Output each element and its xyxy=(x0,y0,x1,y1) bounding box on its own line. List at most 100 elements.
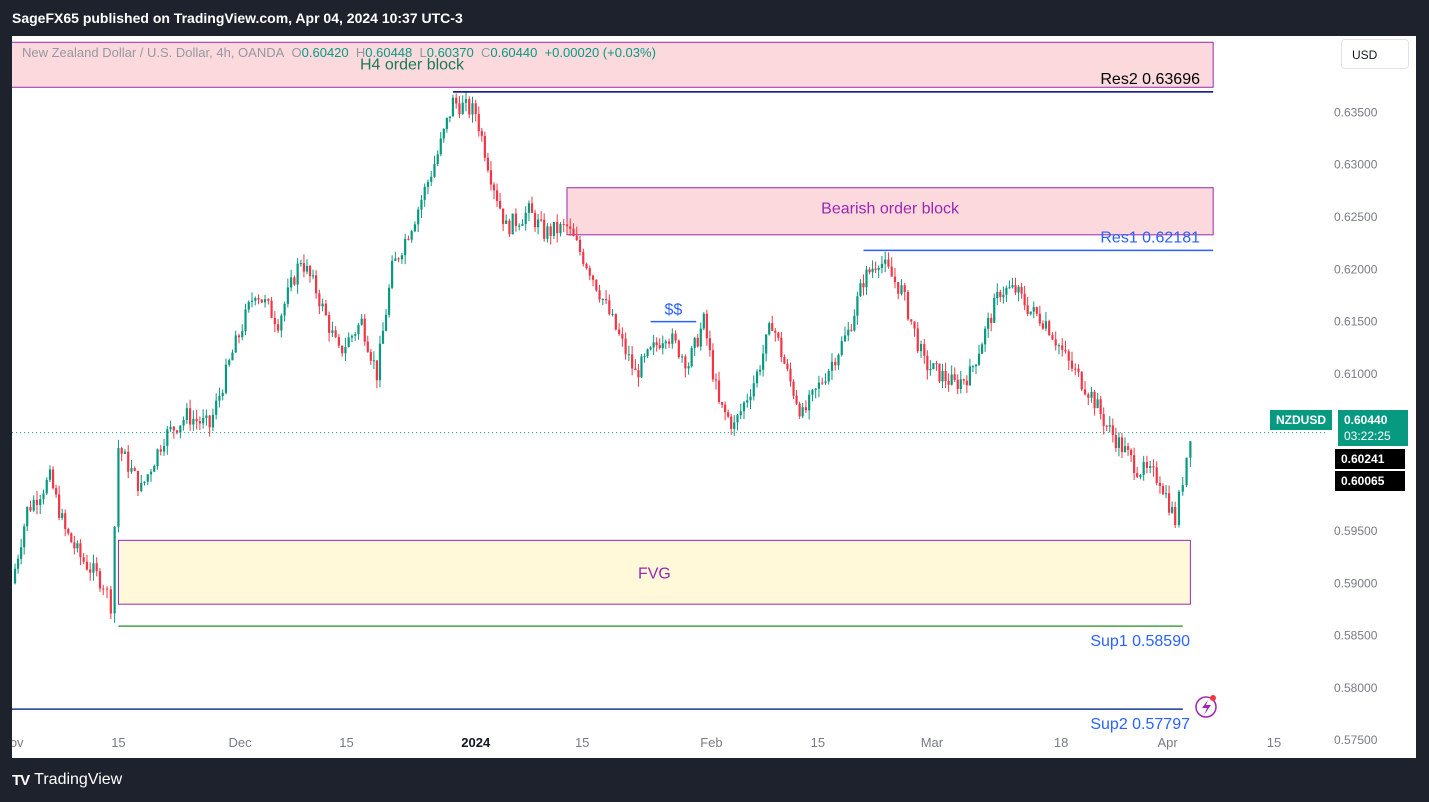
candle-body xyxy=(859,283,862,297)
candle-body xyxy=(375,360,379,381)
candle-body xyxy=(758,369,762,372)
candle-body xyxy=(79,543,82,558)
candle-body xyxy=(321,303,324,307)
candle-body xyxy=(23,526,26,548)
candle-body xyxy=(324,303,327,316)
candle-body xyxy=(853,315,856,331)
candle-body xyxy=(938,363,941,382)
candle-body xyxy=(727,412,730,417)
candle-body xyxy=(273,317,276,325)
candle-body xyxy=(1177,491,1181,526)
candle-body xyxy=(771,323,774,331)
candle-body xyxy=(369,351,372,361)
publish-header: SageFX65 published on TradingView.com, A… xyxy=(0,0,1429,36)
candle-body xyxy=(195,418,198,422)
footer: TV TradingView xyxy=(0,758,1429,802)
candle-body xyxy=(1099,399,1102,415)
candle-body xyxy=(578,240,582,252)
candle-body xyxy=(1185,457,1188,486)
candle-body xyxy=(143,481,146,483)
candle-body xyxy=(533,212,537,228)
candle-body xyxy=(1145,462,1149,468)
candle-body xyxy=(843,335,847,342)
candle-body xyxy=(830,361,834,371)
candle-body xyxy=(792,381,795,396)
candle-body xyxy=(254,298,257,301)
candle-body xyxy=(464,99,468,103)
candle-body xyxy=(643,356,646,358)
candle-body xyxy=(874,268,877,270)
candle-body xyxy=(211,414,215,428)
candle-body xyxy=(436,154,439,164)
candle-body xyxy=(768,323,771,335)
candle-body xyxy=(308,265,312,277)
candle-body xyxy=(1174,507,1177,526)
candle-body xyxy=(417,209,420,225)
candle-body xyxy=(149,471,153,475)
candle-body xyxy=(655,342,658,346)
candle-body xyxy=(696,337,699,347)
price-axis xyxy=(1328,36,1416,758)
candle-body xyxy=(397,258,400,260)
x-tick-label: 15 xyxy=(339,735,353,750)
candle-body xyxy=(783,357,786,364)
candle-body xyxy=(627,354,630,356)
candle-body xyxy=(318,293,321,307)
candle-body xyxy=(468,99,471,115)
candle-body xyxy=(1136,473,1139,477)
candle-body xyxy=(51,469,55,489)
candle-body xyxy=(267,299,270,301)
candle-body xyxy=(749,396,752,401)
candle-body xyxy=(95,563,98,572)
legend-low-label: L xyxy=(419,45,427,60)
chart-area[interactable]: H4 order block Bearish order block FVG Res2… xyxy=(12,36,1416,758)
candle-body xyxy=(205,415,208,418)
candle-body xyxy=(827,370,830,382)
tradingview-logo[interactable]: TV TradingView xyxy=(12,771,122,789)
candle-body xyxy=(637,370,640,378)
candle-body xyxy=(941,370,944,382)
candle-body xyxy=(801,407,804,417)
x-tick-label: Dec xyxy=(229,735,253,750)
candle-body xyxy=(556,222,559,234)
candle-body xyxy=(588,268,591,276)
chart-canvas[interactable]: H4 order block Bearish order block FVG Res2… xyxy=(12,36,1416,758)
candle-body xyxy=(559,224,562,234)
currency-button[interactable]: USD xyxy=(1341,39,1409,69)
candle-body xyxy=(391,260,394,288)
candle-body xyxy=(953,374,956,380)
candle-body xyxy=(543,219,546,239)
candle-body xyxy=(270,300,273,318)
candle-body xyxy=(175,430,179,433)
candle-body xyxy=(113,526,116,614)
candle-body xyxy=(585,263,588,269)
candle-body xyxy=(133,468,136,471)
candle-body xyxy=(344,346,347,354)
candle-body xyxy=(1014,285,1017,293)
candle-body xyxy=(109,589,112,614)
candle-body xyxy=(591,275,595,280)
candle-body xyxy=(426,181,430,187)
bearish-order-block-zone xyxy=(566,187,1214,236)
candle-body xyxy=(667,341,671,344)
candle-body xyxy=(890,266,893,277)
legend-close-label: C xyxy=(480,45,491,60)
candle-body xyxy=(1077,368,1080,372)
candle-body xyxy=(263,299,267,303)
candle-body xyxy=(1117,437,1121,448)
candle-body xyxy=(521,223,524,226)
candle-body xyxy=(305,265,309,272)
candle-body xyxy=(357,324,360,335)
candle-body xyxy=(724,404,727,413)
legend-open: 0.60420 xyxy=(301,45,349,60)
candle-body xyxy=(420,199,423,210)
candle-body xyxy=(646,349,649,357)
candle-body xyxy=(492,184,496,191)
candle-body xyxy=(486,157,490,171)
candle-body xyxy=(971,366,975,368)
candle-body xyxy=(752,383,755,397)
candle-body xyxy=(1105,425,1108,427)
candle-body xyxy=(70,533,73,543)
candle-body xyxy=(634,368,637,371)
candle-body xyxy=(280,315,283,331)
